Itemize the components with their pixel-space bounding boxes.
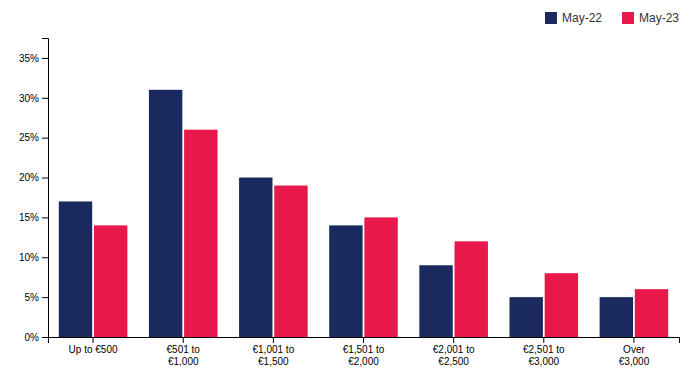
y-tick: 5%	[25, 292, 48, 303]
x-tick-mark	[183, 337, 184, 343]
x-tick-label: €1,501 to€2,000	[343, 344, 385, 367]
x-tick: Up to €500	[69, 337, 118, 355]
y-tick: 15%	[19, 212, 48, 223]
y-axis-line	[42, 39, 49, 338]
y-tick-mark	[42, 138, 48, 139]
x-tick-mark	[453, 337, 454, 343]
x-tick-label: Up to €500	[69, 344, 118, 355]
chart-svg: 0% 5% 10% 15% 20% 25% 30% 35% Up to €500 €501 to€…	[0, 0, 695, 387]
y-tick-mark	[42, 257, 48, 258]
bar-series	[94, 130, 668, 337]
x-tick-label: €2,001 to€2,500	[433, 344, 475, 367]
legend: May-22 May-23	[545, 11, 679, 25]
bar	[94, 225, 127, 337]
x-tick-label: €1,001 to€1,500	[252, 344, 294, 367]
y-tick-mark	[42, 337, 48, 338]
x-tick-mark	[633, 337, 634, 343]
bar	[455, 241, 488, 337]
x-tick-mark	[363, 337, 364, 343]
y-tick: 10%	[19, 252, 48, 263]
x-tick-label: €2,501 to€3,000	[523, 344, 565, 367]
y-tick-label: 35%	[19, 53, 39, 64]
y-tick-mark	[42, 297, 48, 298]
x-tick: €501 to€1,000	[167, 337, 201, 367]
y-tick-mark	[42, 217, 48, 218]
bar	[59, 201, 92, 337]
x-tick-mark	[543, 337, 544, 343]
x-tick-label: Over€3,000	[619, 344, 650, 367]
legend-label: May-23	[639, 11, 679, 25]
y-tick-label: 30%	[19, 93, 39, 104]
x-tick-label: €501 to€1,000	[167, 344, 201, 367]
bar	[419, 265, 452, 337]
legend-item: May-23	[622, 11, 679, 25]
x-tick: Over€3,000	[619, 337, 650, 367]
bar	[509, 297, 542, 337]
bar	[635, 289, 668, 337]
x-tick: €2,501 to€3,000	[523, 337, 565, 367]
y-tick: 0%	[25, 332, 48, 343]
y-axis: 0% 5% 10% 15% 20% 25% 30% 35%	[19, 39, 49, 343]
x-axis: Up to €500 €501 to€1,000 €1,001 to€1,500 €1…	[49, 337, 680, 367]
y-tick-mark	[42, 58, 48, 59]
y-tick: 25%	[19, 132, 48, 143]
legend-item: May-22	[545, 11, 602, 25]
y-tick-label: 0%	[25, 332, 40, 343]
y-tick-label: 5%	[25, 292, 40, 303]
y-tick-mark	[42, 98, 48, 99]
x-tick: €2,001 to€2,500	[433, 337, 475, 367]
bar	[184, 130, 217, 337]
bars	[59, 90, 668, 337]
y-tick: 30%	[19, 93, 48, 104]
y-tick-label: 10%	[19, 252, 39, 263]
legend-label: May-22	[562, 11, 602, 25]
chart-container: 0% 5% 10% 15% 20% 25% 30% 35% Up to €500 €501 to€…	[0, 0, 695, 387]
bar	[545, 273, 578, 337]
plot-area: 0% 5% 10% 15% 20% 25% 30% 35% Up to €500 €501 to€…	[19, 39, 680, 367]
x-axis-line	[49, 338, 680, 344]
bar	[329, 225, 362, 337]
bar	[239, 178, 272, 337]
x-tick-mark	[93, 337, 94, 343]
y-tick: 20%	[19, 172, 48, 183]
y-tick: 35%	[19, 53, 48, 64]
y-tick-label: 15%	[19, 212, 39, 223]
legend-swatch	[545, 12, 557, 24]
legend-swatch	[622, 12, 634, 24]
y-tick-label: 25%	[19, 132, 39, 143]
bar-series	[59, 90, 633, 337]
bar	[364, 217, 397, 337]
x-tick: €1,501 to€2,000	[343, 337, 385, 367]
x-tick: €1,001 to€1,500	[252, 337, 294, 367]
bar	[149, 90, 182, 337]
bar	[274, 186, 307, 337]
y-tick-label: 20%	[19, 172, 39, 183]
y-tick-mark	[42, 178, 48, 179]
bar	[600, 297, 633, 337]
x-tick-mark	[273, 337, 274, 343]
